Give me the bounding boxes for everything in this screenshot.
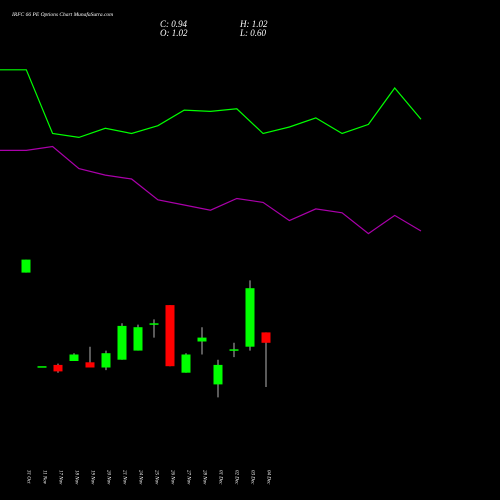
candle-body xyxy=(181,354,191,373)
x-tick-label: 17 Nov xyxy=(58,470,63,485)
x-tick-label: 19 Nov xyxy=(90,470,95,485)
x-tick-label: 27 Nov xyxy=(186,470,191,485)
candle-body xyxy=(245,288,255,347)
chart-title: IRFC 66 PE Options Chart MunafaSutra.com xyxy=(11,11,113,18)
candle-body xyxy=(213,364,223,385)
x-tick-label: 28 Nov xyxy=(202,470,207,485)
candle-body xyxy=(229,349,239,351)
candle-body xyxy=(37,366,47,368)
x-tick-label: 01 Dec xyxy=(218,470,223,485)
candle-body xyxy=(117,325,127,360)
candle-body xyxy=(149,323,159,325)
close-label: C: 0.94 xyxy=(160,19,188,29)
candle-body xyxy=(261,332,271,343)
candle-body xyxy=(101,353,111,368)
x-tick-label: 20 Nov xyxy=(106,470,111,485)
indicator-line xyxy=(0,69,422,139)
x-tick-label: 11 Nov xyxy=(42,470,47,485)
x-tick-label: 02 Dec xyxy=(234,470,239,485)
x-tick-label: 04 Dec xyxy=(266,470,271,485)
indicator-line xyxy=(0,145,422,235)
x-tick-label: 31 Oct xyxy=(26,470,31,484)
low-label: L: 0.60 xyxy=(239,28,267,38)
x-tick-label: 03 Dec xyxy=(250,470,255,485)
x-tick-label: 18 Nov xyxy=(74,470,79,485)
candle-body xyxy=(69,354,79,361)
candle-body xyxy=(85,362,95,368)
candle-body xyxy=(53,364,63,372)
high-label: H: 1.02 xyxy=(239,19,268,29)
candle-body xyxy=(133,327,143,351)
candle-body xyxy=(197,337,207,342)
x-tick-label: 25 Nov xyxy=(154,470,159,485)
x-tick-label: 21 Nov xyxy=(122,470,127,485)
candle-body xyxy=(165,305,175,367)
x-tick-label: 24 Nov xyxy=(138,470,143,485)
x-tick-label: 26 Nov xyxy=(170,470,175,485)
open-label: O: 1.02 xyxy=(160,28,188,38)
candle-body xyxy=(21,259,31,273)
